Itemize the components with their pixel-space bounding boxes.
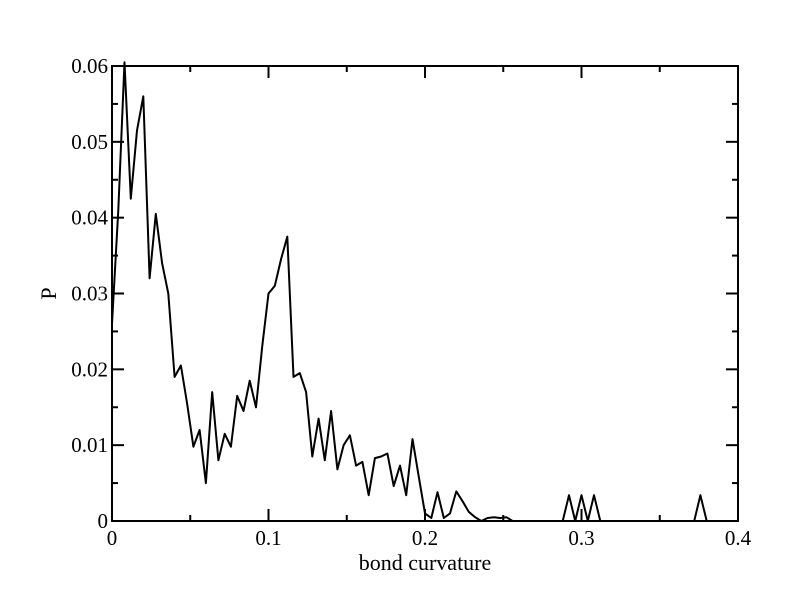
x-tick-label: 0.1 — [255, 526, 281, 550]
ticks-layer — [111, 65, 739, 522]
y-tick-label: 0 — [98, 509, 109, 533]
x-axis-label: bond curvature — [359, 550, 492, 575]
y-tick-label: 0.01 — [71, 433, 108, 457]
x-tick-label: 0.2 — [412, 526, 438, 550]
x-tick-label: 0 — [107, 526, 118, 550]
x-tick-label: 0.4 — [725, 526, 752, 550]
series-line — [111, 61, 708, 522]
x-tick-label: 0.3 — [568, 526, 594, 550]
plot-frame — [111, 65, 739, 522]
y-axis-label: P — [36, 287, 61, 299]
y-tick-label: 0.05 — [71, 130, 108, 154]
y-tick-label: 0.04 — [71, 206, 108, 230]
y-tick-label: 0.06 — [71, 54, 108, 78]
y-tick-label: 0.02 — [71, 357, 108, 381]
tick-labels-layer: 0 0.1 0.2 0.3 0.4 0 0.01 0.02 0.03 0.04 0.05 0.06 — [71, 54, 751, 550]
y-tick-label: 0.03 — [71, 282, 108, 306]
